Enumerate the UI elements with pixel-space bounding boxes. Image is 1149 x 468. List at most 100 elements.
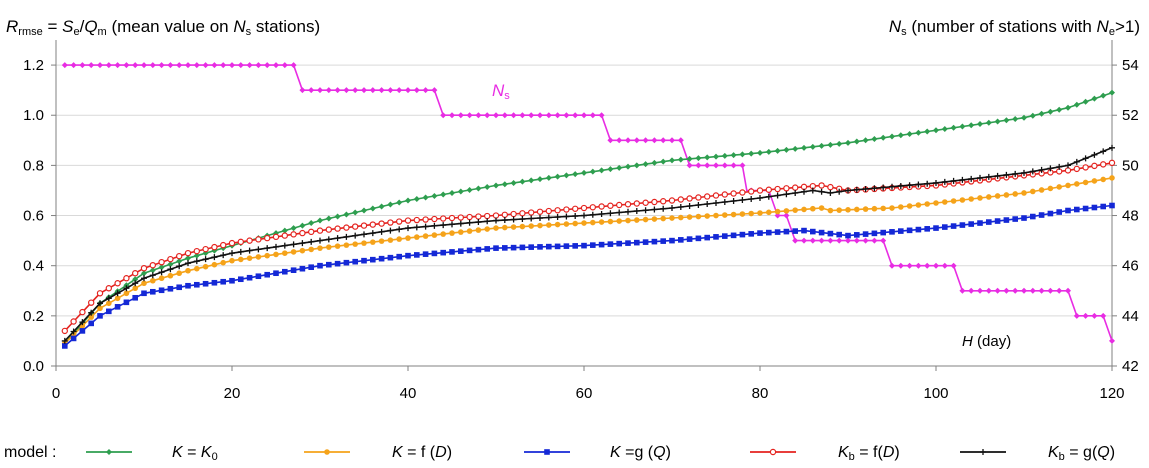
series-point-gbQ — [193, 258, 200, 265]
series-point-fD — [123, 290, 130, 297]
series-point-Ns — [493, 112, 499, 119]
series-point-fbD — [61, 327, 69, 335]
series-point-Ns — [308, 87, 315, 94]
series-point-fD — [510, 224, 517, 230]
series-point-fbD — [290, 231, 297, 238]
series-point-Ns — [801, 237, 807, 244]
series-point-Ns — [721, 162, 728, 169]
series-point-fbD — [431, 215, 438, 223]
series-point-gQ — [977, 220, 983, 226]
series-point-gQ — [150, 288, 156, 295]
series-point-gQ — [783, 228, 790, 235]
series-point-K0 — [1056, 106, 1063, 113]
series-point-fD — [669, 215, 675, 221]
series-point-gbQ — [255, 246, 262, 253]
series-point-Ns — [1109, 337, 1115, 344]
series-point-gQ — [642, 239, 649, 245]
series-point-fD — [167, 272, 174, 279]
series-point-fD — [106, 300, 112, 307]
series-point-fD — [202, 263, 209, 270]
series-point-gbQ — [290, 241, 297, 248]
series-point-gbQ — [387, 227, 394, 234]
series-point-gQ — [801, 227, 807, 234]
series-point-fD — [704, 213, 710, 219]
series-point-fD — [889, 205, 895, 211]
series-point-gQ — [651, 238, 658, 245]
x-tick-label: 60 — [576, 385, 593, 402]
series-point-K0 — [862, 137, 869, 144]
series-point-gbQ — [818, 188, 825, 195]
series-point-fD — [554, 221, 561, 228]
series-point-gbQ — [686, 203, 693, 210]
series-point-Ns — [933, 262, 939, 269]
series-point-K0 — [308, 220, 315, 227]
series-point-gQ — [581, 242, 587, 249]
series-point-gbQ — [906, 182, 913, 189]
series-point-gQ — [572, 243, 578, 249]
series-point-gbQ — [211, 254, 218, 261]
right-y-axis-ticks: 42 44 46 48 50 52 54 — [1112, 57, 1139, 375]
legend-item-fbD: Kb = f(D) — [750, 444, 900, 463]
series-point-gQ — [748, 231, 754, 237]
series-point-fbD — [510, 210, 517, 218]
series-point-gQ — [1100, 203, 1106, 210]
series-point-gQ — [686, 236, 693, 242]
series-point-Ns — [880, 237, 887, 244]
series-point-gQ — [933, 225, 939, 231]
series-point-gbQ — [528, 215, 535, 222]
series-point-fD — [466, 228, 473, 234]
series-point-fD — [959, 197, 966, 203]
series-point-K0 — [501, 181, 508, 188]
series-point-fbD — [87, 299, 95, 306]
series-point-fbD — [404, 217, 412, 224]
series-point-gQ — [475, 246, 482, 253]
series-point-Ns — [317, 87, 323, 94]
series-point-gQ — [211, 279, 218, 286]
series-point-Ns — [132, 62, 139, 69]
series-point-gbQ — [440, 222, 447, 229]
series-point-fD — [132, 285, 138, 292]
series-point-K0 — [1047, 108, 1054, 115]
series-point-K0 — [625, 163, 631, 170]
legend-item-gbQ: Kb = g(Q) — [960, 444, 1115, 463]
series-point-K0 — [959, 123, 966, 130]
series-point-gQ — [1047, 210, 1054, 217]
series-point-gbQ — [158, 269, 165, 276]
series-point-fD — [1038, 187, 1045, 193]
series-point-K0 — [933, 127, 939, 134]
series-point-fbD — [1073, 165, 1081, 173]
series-point-gbQ — [475, 219, 482, 226]
series-point-Ns — [669, 137, 675, 144]
series-point-K0 — [686, 155, 693, 162]
x-tick-label: 80 — [752, 385, 769, 402]
series-point-gbQ — [352, 232, 359, 239]
left-y-tick-label: 0.8 — [23, 157, 44, 174]
series-point-gbQ — [273, 243, 279, 250]
series-point-Ns — [61, 62, 68, 69]
series-point-K0 — [616, 164, 623, 171]
series-point-Ns — [572, 112, 579, 119]
series-point-Ns — [334, 87, 341, 94]
series-point-K0 — [378, 203, 385, 210]
series-point-fD — [660, 215, 666, 222]
series-point-K0 — [748, 150, 755, 157]
series-point-fD — [598, 219, 605, 225]
series-point-K0 — [642, 161, 649, 168]
series-point-K0 — [493, 182, 499, 189]
series-point-fD — [264, 252, 271, 259]
series-point-fbD — [712, 192, 720, 199]
series-point-K0 — [1012, 115, 1019, 122]
series-point-fD — [722, 212, 728, 218]
series-point-gbQ — [361, 231, 367, 238]
series-point-gbQ — [765, 193, 772, 200]
series-point-gQ — [774, 229, 781, 235]
series-point-gbQ — [466, 219, 473, 226]
series-point-gbQ — [836, 188, 843, 195]
series-point-fbD — [237, 238, 244, 246]
series-point-gQ — [70, 335, 77, 342]
series-point-gQ — [739, 231, 746, 238]
series-point-Ns — [440, 112, 447, 119]
series-point-gbQ — [985, 173, 992, 180]
series-point-Ns — [387, 87, 394, 94]
series-point-gQ — [827, 230, 834, 237]
